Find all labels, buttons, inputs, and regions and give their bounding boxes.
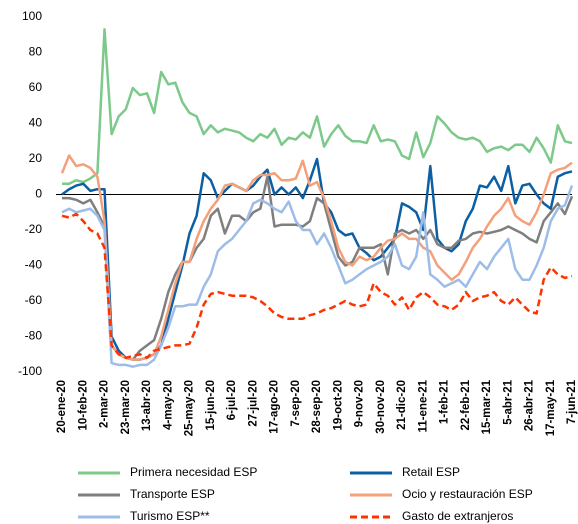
x-tick-label: 7-jun-21 [566, 379, 578, 424]
x-tick-label: 27-jul-20 [247, 380, 259, 427]
x-tick-label: 13-abr-20 [141, 380, 153, 431]
x-tick-label: 4-may-20 [162, 380, 174, 430]
series-line [61, 185, 574, 368]
x-tick-label: 5-abr-21 [502, 379, 514, 424]
x-tick-label: 2-mar-20 [99, 380, 111, 428]
x-tick-label: 23-mar-20 [120, 380, 132, 434]
y-tick-label: -60 [25, 293, 43, 307]
x-tick-label: 25-may-20 [184, 380, 196, 436]
x-tick-label: 30-nov-20 [375, 380, 387, 434]
series-line [61, 157, 573, 361]
y-tick-label: -100 [18, 364, 42, 378]
x-tick-label: 9-nov-20 [354, 380, 366, 427]
x-tick-label: 28-sep-20 [311, 380, 323, 433]
y-tick-label: 100 [22, 9, 42, 23]
x-tick-label: 11-ene-21 [417, 379, 429, 432]
x-tick-label: 21-dic-20 [396, 380, 408, 430]
legend-label: Turismo ESP** [130, 509, 210, 523]
legend-label: Gasto de extranjeros [402, 509, 513, 523]
x-tick-label: 1-feb-21 [439, 379, 451, 424]
legend-label: Primera necesidad ESP [130, 465, 257, 479]
x-tick-label: 20-ene-20 [56, 380, 68, 433]
y-tick-label: 0 [35, 187, 42, 201]
x-tick-label: 19-oct-20 [332, 380, 344, 431]
x-tick-label: 6-jul-20 [226, 380, 238, 420]
y-tick-label: 20 [29, 151, 43, 165]
y-tick-label: 60 [29, 80, 43, 94]
y-tick-label: 80 [29, 45, 43, 59]
x-tick-label: 17-ago-20 [269, 380, 281, 434]
y-tick-label: -40 [25, 258, 43, 272]
legend-label: Retail ESP [402, 465, 460, 479]
x-tick-label: 15-mar-21 [481, 379, 493, 434]
x-tick-label: 17-may-21 [545, 379, 557, 436]
y-tick-label: -20 [25, 222, 43, 236]
series-line [62, 28, 573, 186]
x-tick-label: 15-jun-20 [205, 380, 217, 431]
legend-label: Transporte ESP [130, 487, 215, 501]
x-tick-label: 22-feb-21 [460, 379, 472, 430]
y-tick-label: -80 [25, 329, 43, 343]
series-line [61, 212, 573, 360]
legend-label: Ocio y restauración ESP [402, 487, 533, 501]
series-line [60, 154, 573, 361]
x-tick-label: 10-feb-20 [77, 380, 89, 431]
series-line [62, 175, 574, 361]
x-tick-label: 26-abr-21 [524, 379, 536, 431]
y-tick-label: 40 [29, 116, 43, 130]
x-tick-label: 7-sep-20 [290, 380, 302, 427]
